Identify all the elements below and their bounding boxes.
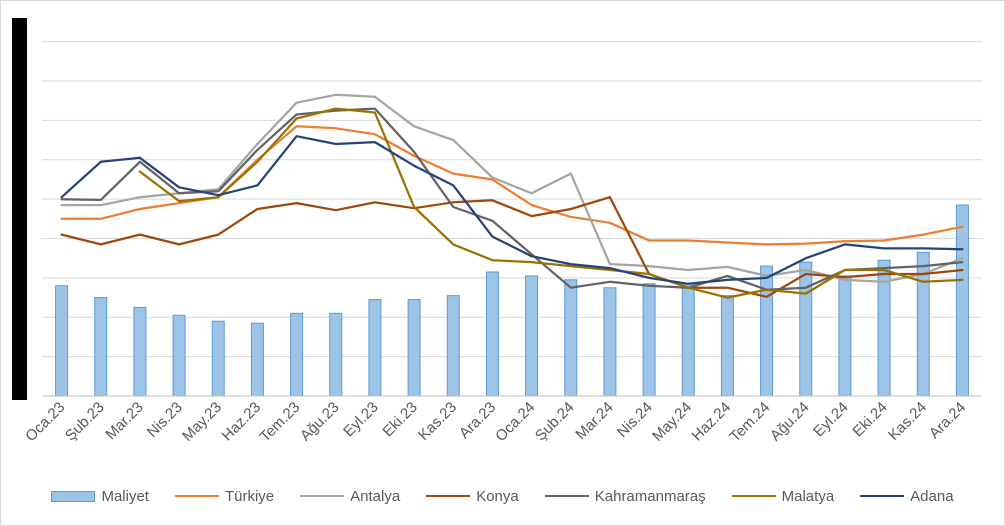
series-line-kahramanmara- (60, 107, 964, 291)
bar-6 (290, 312, 304, 397)
bar-23 (955, 204, 969, 397)
x-tick-label: Oca.23 (22, 399, 68, 445)
bar-9 (407, 299, 421, 397)
x-tick-label: Tem.23 (257, 399, 304, 446)
legend-label: Antalya (350, 487, 401, 505)
legend-label: Konya (476, 487, 519, 505)
x-tick-label: Ağu.23 (297, 399, 343, 445)
x-tick-label: Haz.23 (219, 399, 265, 445)
bar-13 (564, 279, 578, 397)
bar-2 (133, 306, 147, 397)
x-tick-label: Eki.23 (379, 399, 421, 441)
legend-item: Malatya (731, 487, 835, 505)
bar-5 (250, 322, 264, 397)
x-tick-label: Ara.24 (926, 399, 969, 442)
bar-11 (485, 271, 499, 397)
legend-label: Maliyet (101, 487, 149, 505)
series-line-adana (60, 135, 964, 285)
x-tick-label: Tem.24 (727, 399, 774, 446)
series-line-malatya (138, 107, 964, 299)
bar-12 (525, 275, 539, 397)
legend-swatch (51, 490, 96, 502)
bar-14 (603, 287, 617, 397)
legend-label: Malatya (781, 487, 835, 505)
bar-7 (329, 312, 343, 397)
bar-17 (720, 295, 734, 397)
x-tick-label: Şub.23 (62, 399, 108, 445)
bar-8 (368, 299, 382, 397)
series-line-konya (60, 196, 964, 298)
x-tick-label: May.23 (179, 399, 225, 445)
legend-item: Maliyet (51, 488, 149, 505)
legend-label: Kahramanmaraş (594, 487, 706, 505)
bar-4 (211, 320, 225, 397)
x-tick-label: Eyl.23 (340, 399, 382, 441)
legend-label: Türkiye (224, 487, 275, 505)
legend-swatch (860, 495, 905, 497)
legend-swatch (300, 495, 345, 497)
legend-swatch (174, 495, 219, 497)
bar-18 (760, 265, 774, 397)
legend-item: Konya (426, 488, 519, 505)
bar-1 (94, 297, 108, 397)
legend-swatch (426, 495, 471, 497)
legend-item: Kahramanmaraş (544, 487, 706, 505)
legend-swatch (544, 495, 589, 497)
bar-20 (838, 275, 852, 397)
series-line-antalya (60, 93, 964, 283)
legend-item: Antalya (300, 488, 400, 505)
bar-3 (172, 314, 186, 397)
x-tick-label: Kas.23 (415, 399, 460, 444)
x-tick-label: Mar.24 (572, 399, 616, 443)
legend-swatch (731, 495, 776, 497)
x-tick-label: Eki.24 (849, 399, 891, 441)
x-tick-label: Şub.24 (532, 399, 578, 445)
legend-item: Adana (860, 487, 954, 505)
bar-0 (55, 285, 69, 397)
legend: Maliyet Türkiye Antalya Konya Kahramanmaraş M… (0, 484, 1005, 508)
x-tick-label: Ağu.24 (767, 399, 813, 445)
x-tick-label: Kas.24 (885, 399, 930, 444)
x-tick-label: May.24 (649, 399, 695, 445)
x-tick-label: Haz.24 (689, 399, 735, 445)
left-band (12, 18, 27, 400)
bar-15 (642, 283, 656, 397)
bar-10 (446, 295, 460, 397)
bar-19 (799, 261, 813, 397)
x-tick-label: Mar.23 (102, 399, 146, 443)
legend-label: Adana (910, 487, 954, 505)
legend-item: Türkiye (174, 487, 275, 505)
x-tick-label: Ara.23 (456, 399, 499, 442)
x-tick-label: Eyl.24 (810, 399, 852, 441)
bar-16 (681, 283, 695, 397)
x-tick-label: Oca.24 (492, 399, 538, 445)
